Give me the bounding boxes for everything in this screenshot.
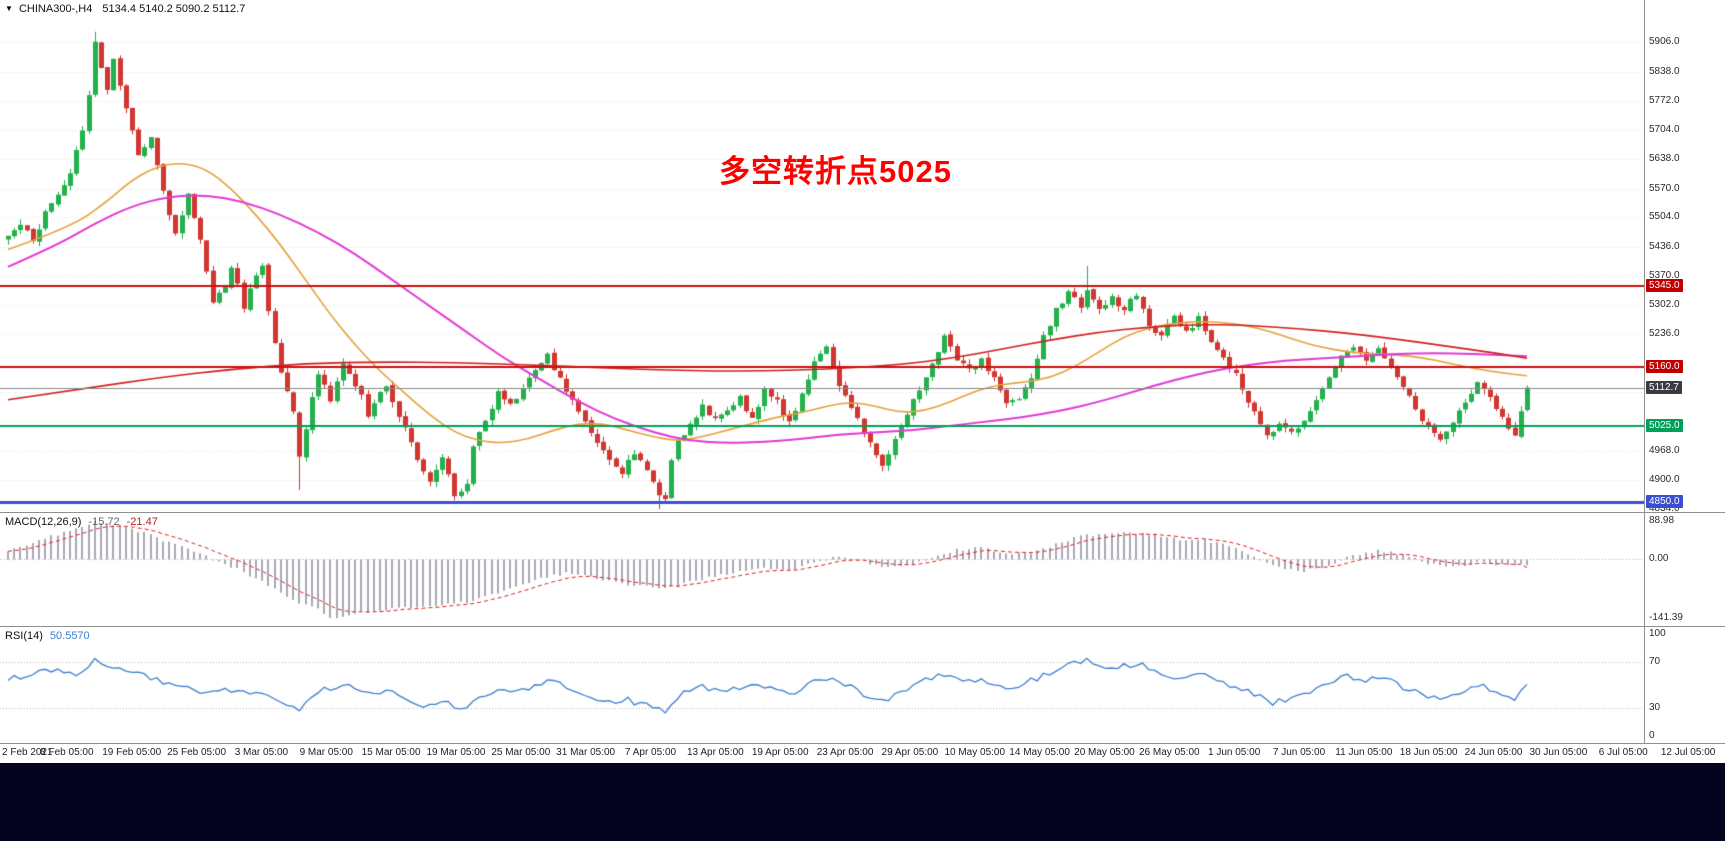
time-axis-label: 10 May 05:00 — [944, 747, 1006, 758]
price-tick-label: 5236.0 — [1649, 327, 1680, 339]
time-axis-label: 1 Jun 05:00 — [1208, 747, 1261, 758]
rsi-tick-label: 70 — [1649, 655, 1661, 667]
macd-main-value: -15.72 — [88, 516, 120, 528]
time-axis-label: 15 Mar 05:00 — [361, 747, 421, 758]
time-axis-label: 3 Mar 05:00 — [234, 747, 289, 758]
rsi-tick-label: 0 — [1649, 730, 1655, 741]
time-axis-label: 9 Mar 05:00 — [299, 747, 353, 758]
rsi-tick-label: 100 — [1649, 628, 1666, 639]
time-axis-label: 7 Apr 05:00 — [624, 747, 677, 758]
price-tick-label: 5838.0 — [1649, 65, 1680, 77]
time-axis-label: 25 Feb 05:00 — [167, 747, 227, 758]
price-level-badge: 5112.7 — [1646, 380, 1682, 394]
price-level-badge: 4850.0 — [1646, 494, 1683, 508]
macd-tick-label: 88.98 — [1649, 515, 1675, 527]
time-axis-label: 18 Jun 05:00 — [1399, 747, 1458, 758]
time-axis-label: 13 Apr 05:00 — [686, 747, 744, 758]
ohlc-readout: 5134.4 5140.2 5090.2 5112.7 — [102, 3, 246, 15]
time-axis-label: 20 May 05:00 — [1074, 747, 1135, 758]
time-axis-label: 23 Apr 05:00 — [816, 747, 874, 758]
price-chart-canvas[interactable] — [0, 0, 1644, 512]
rsi-indicator-label: RSI(14) 50.5570 — [5, 630, 90, 642]
axis-separator — [1644, 0, 1645, 763]
time-axis-label: 24 Jun 05:00 — [1464, 747, 1523, 758]
macd-signal-value: -21.47 — [126, 516, 158, 528]
chart-header: ▼ CHINA300-,H4 5134.4 5140.2 5090.2 5112… — [5, 3, 245, 15]
rsi-axis[interactable]: 100 70 30 0 — [1645, 627, 1725, 743]
annotation-text: 多空转折点5025 — [719, 154, 952, 189]
price-tick-label: 4900.0 — [1649, 474, 1680, 486]
time-axis-label: 6 Jul 05:00 — [1598, 747, 1648, 758]
macd-name: MACD(12,26,9) — [5, 516, 82, 528]
pane-separator[interactable] — [0, 512, 1725, 513]
price-level-badge: 5025.0 — [1646, 418, 1683, 432]
price-tick-label: 5638.0 — [1649, 152, 1680, 164]
time-axis-label: 25 Mar 05:00 — [491, 747, 551, 758]
price-tick-label: 5504.0 — [1649, 211, 1680, 223]
rsi-tick-label: 30 — [1649, 702, 1661, 714]
time-axis-label: 26 May 05:00 — [1138, 747, 1200, 758]
price-level-badge: 5345.0 — [1646, 279, 1683, 293]
price-level-badge: 5160.0 — [1646, 360, 1683, 374]
price-tick-label: 4834.0 — [1649, 502, 1680, 514]
price-tick-label: 5570.0 — [1649, 182, 1680, 194]
time-axis-label: 19 Feb 05:00 — [102, 747, 162, 758]
symbol-name: CHINA300-,H4 — [18, 3, 93, 15]
pane-separator[interactable] — [0, 626, 1725, 627]
time-axis-label: 2 Feb 2021 — [2, 747, 53, 758]
time-axis-label: 7 Jun 05:00 — [1272, 747, 1326, 758]
symbol-dropdown-icon[interactable]: ▼ — [5, 4, 13, 13]
time-axis-label: 11 Jun 05:00 — [1335, 747, 1393, 758]
rsi-chart-canvas[interactable] — [0, 627, 1644, 743]
price-tick-label: 5906.0 — [1649, 36, 1680, 48]
macd-axis[interactable]: 88.98 0.00 -141.39 — [1645, 513, 1725, 626]
macd-chart-canvas[interactable] — [0, 513, 1644, 626]
price-tick-label: 5772.0 — [1649, 94, 1680, 106]
time-axis[interactable]: 2 Feb 2021 8 Feb 05:00 19 Feb 05:00 25 Feb … — [0, 744, 1725, 763]
macd-tick-label: 0.00 — [1649, 552, 1669, 564]
time-axis-label: 31 Mar 05:00 — [556, 747, 616, 758]
price-axis[interactable]: 5906.0 5838.0 5772.0 5704.0 5638.0 5570.0 5504… — [1645, 0, 1725, 514]
price-tick-label: 4968.0 — [1649, 444, 1680, 456]
time-axis-label: 8 Feb 05:00 — [40, 747, 94, 758]
pane-separator[interactable] — [0, 743, 1725, 744]
time-axis-label: 14 May 05:00 — [1009, 747, 1070, 758]
time-axis-label: 19 Mar 05:00 — [426, 747, 486, 758]
rsi-name: RSI(14) — [5, 630, 43, 642]
price-tick-label: 5704.0 — [1649, 124, 1680, 136]
macd-tick-label: -141.39 — [1649, 612, 1683, 624]
time-axis-label: 19 Apr 05:00 — [751, 747, 809, 758]
time-axis-label: 30 Jun 05:00 — [1529, 747, 1588, 758]
price-tick-label: 5302.0 — [1649, 299, 1680, 311]
time-axis-label: 12 Jul 05:00 — [1660, 747, 1716, 758]
time-axis-label: 29 Apr 05:00 — [881, 747, 939, 758]
bottom-panel — [0, 763, 1725, 841]
macd-indicator-label: MACD(12,26,9) -15.72 -21.47 — [5, 516, 158, 528]
price-tick-label: 5436.0 — [1649, 240, 1680, 252]
rsi-value: 50.5570 — [49, 630, 90, 642]
price-tick-label: 5370.0 — [1649, 269, 1680, 281]
